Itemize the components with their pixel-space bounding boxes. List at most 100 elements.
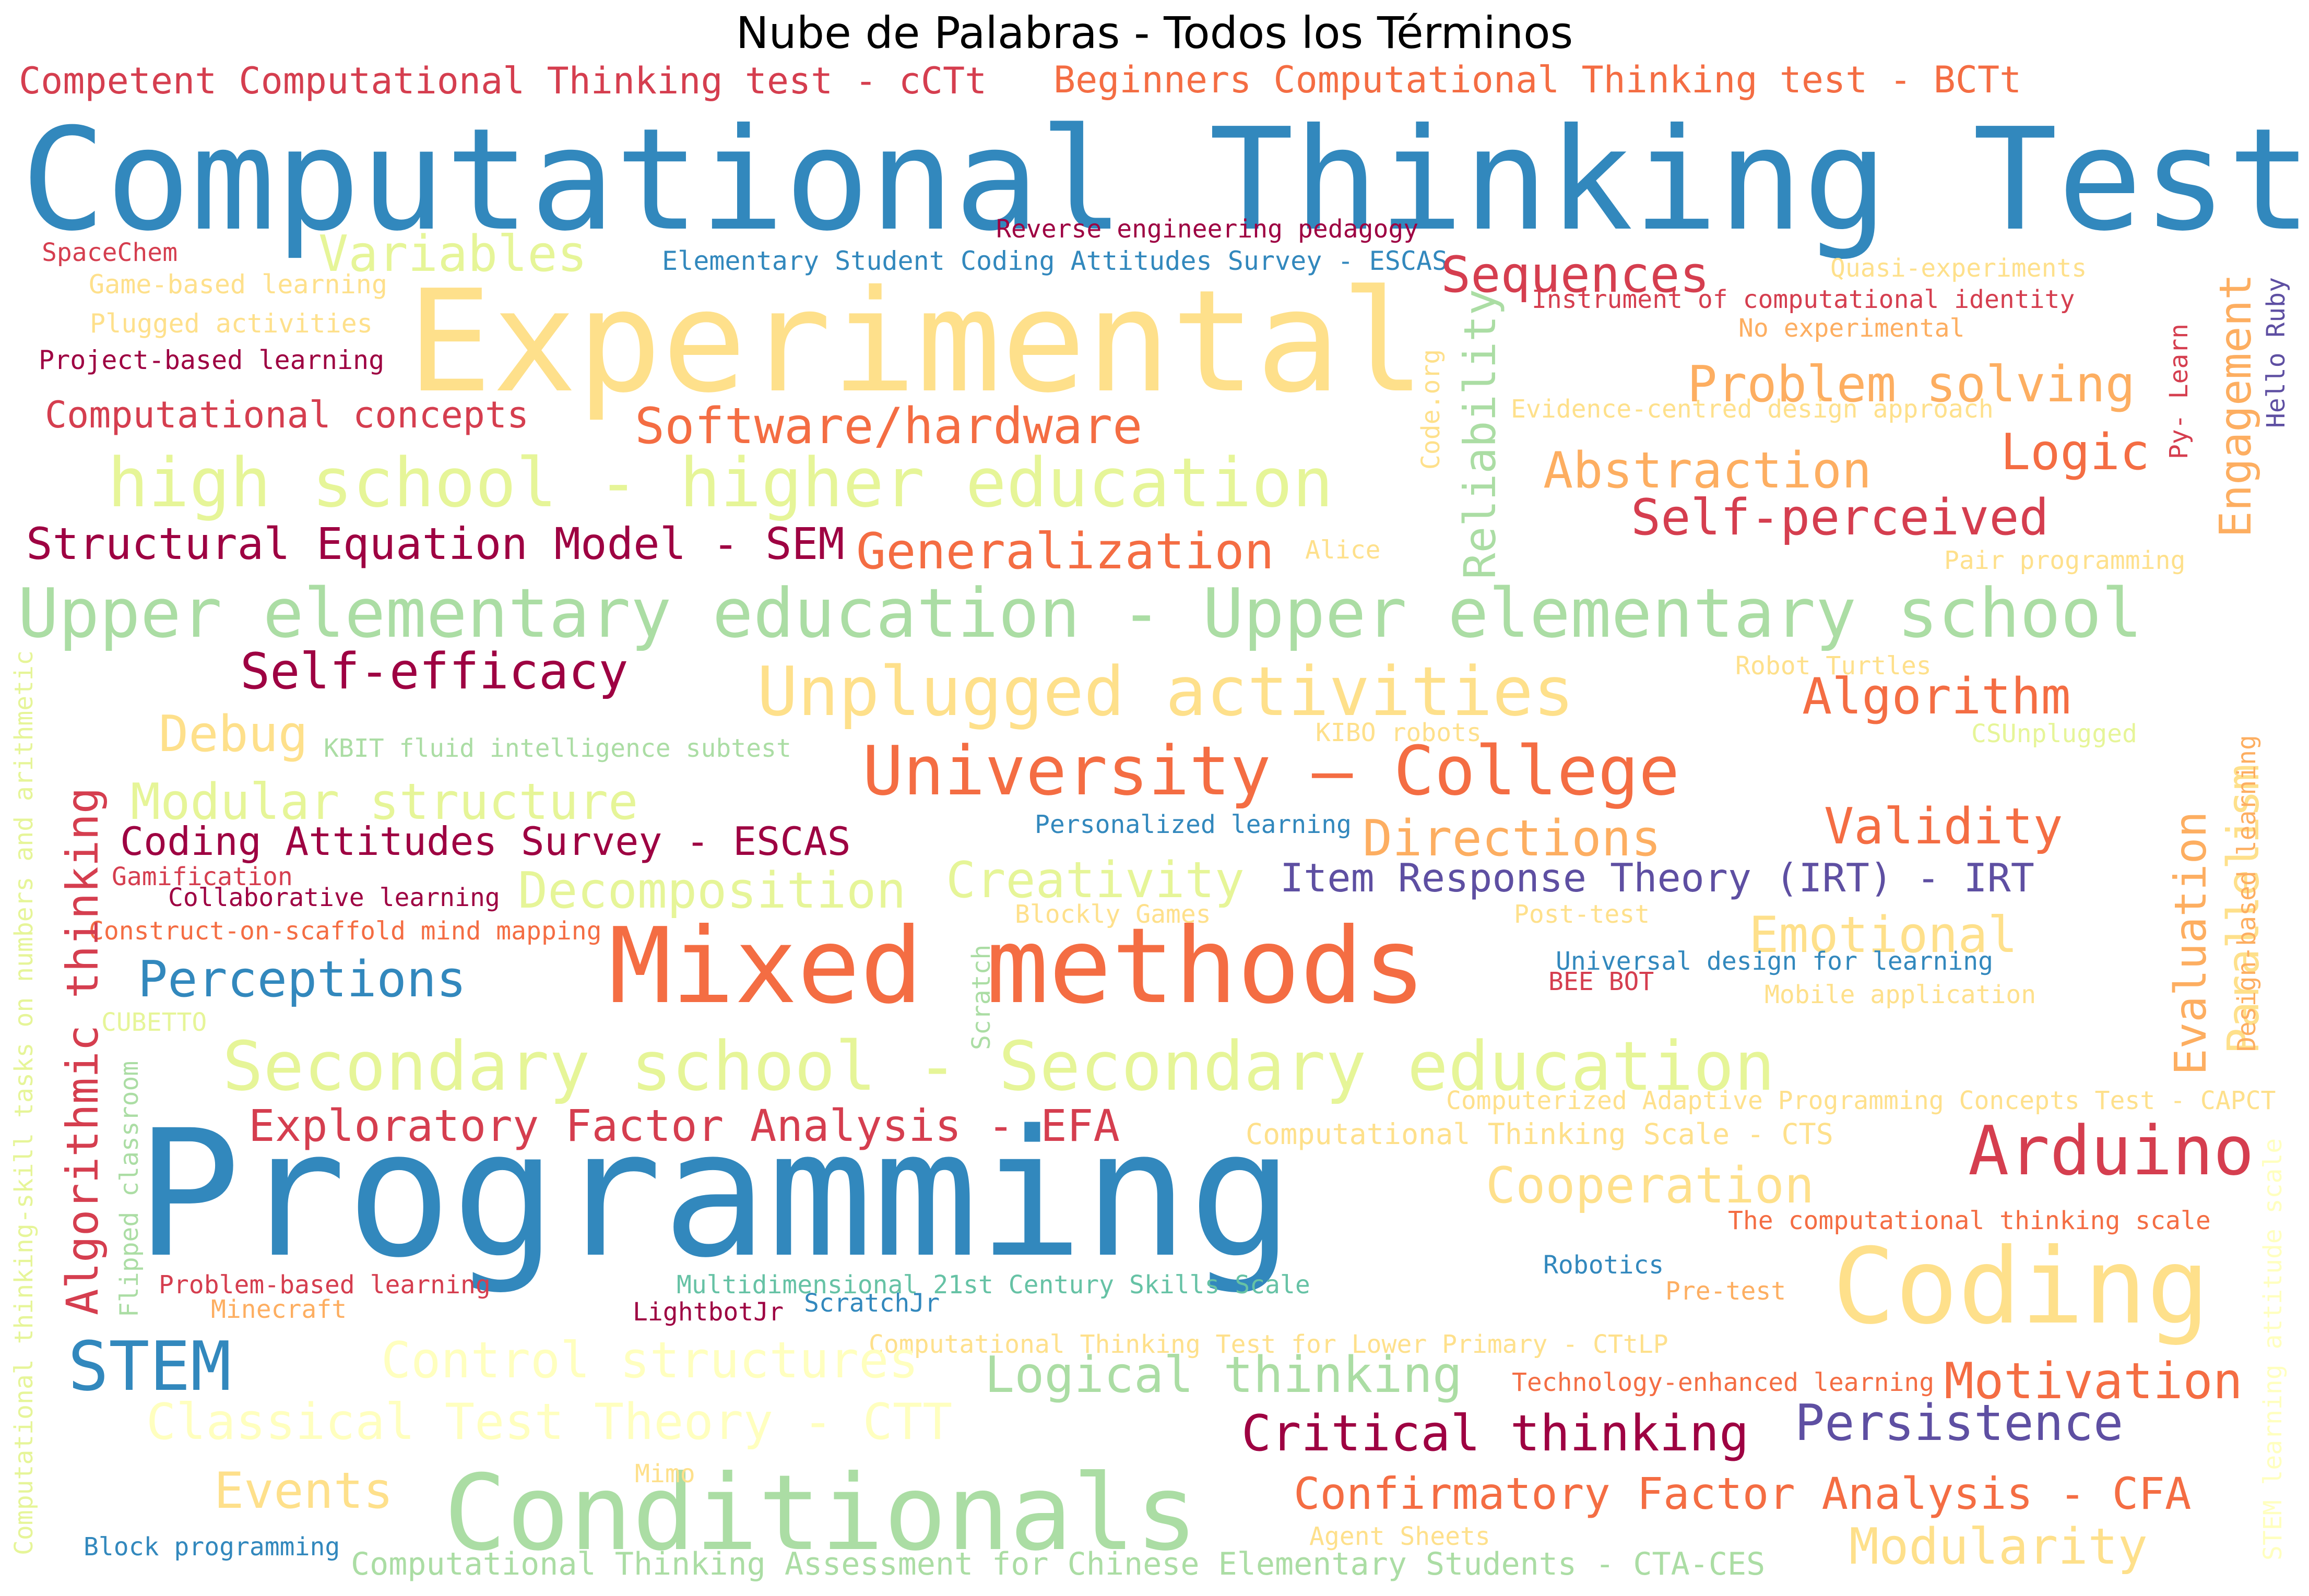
cloud-word: Abstraction: [1543, 442, 1872, 499]
cloud-word: Evidence-centred design approach: [1511, 395, 1994, 424]
cloud-word: SpaceChem: [42, 238, 178, 267]
cloud-word: Reliability: [1454, 289, 1506, 579]
cloud-word: Computerized Adaptive Programming Concep…: [1446, 1086, 2276, 1115]
cloud-word: Persistence: [1795, 1395, 2124, 1452]
cloud-word: Critical thinking: [1241, 1405, 1749, 1462]
cloud-word: Decomposition: [518, 862, 906, 920]
cloud-word: ScratchJr: [804, 1289, 940, 1318]
cloud-word: Algorithmic thinking: [57, 787, 108, 1315]
cloud-word: Robotics: [1543, 1250, 1664, 1280]
cloud-word: CSUnplugged: [1971, 719, 2137, 748]
cloud-word: Beginners Computational Thinking test - …: [1053, 58, 2022, 101]
cloud-word: Computational thinking-skill tasks on nu…: [9, 650, 39, 1555]
cloud-word: Personalized learning: [1035, 810, 1352, 839]
cloud-word: Computational Thinking Scale - CTS: [1246, 1117, 1833, 1151]
cloud-word: Creativity: [946, 852, 1245, 909]
cloud-word: Perceptions: [138, 951, 467, 1008]
cloud-word: Game-based learning: [89, 269, 387, 300]
cloud-word: Blockly Games: [1015, 900, 1211, 929]
cloud-word: Instrument of computational identity: [1532, 285, 2075, 314]
cloud-word: STEM: [68, 1327, 232, 1406]
cloud-word: Minecraft: [211, 1295, 347, 1324]
cloud-word: Unplugged activities: [757, 652, 1574, 731]
cloud-word: Directions: [1363, 810, 1661, 867]
cloud-word: The computational thinking scale: [1728, 1206, 2211, 1235]
cloud-word: Pre-test: [1665, 1277, 1786, 1306]
cloud-word: Computational concepts: [45, 394, 529, 436]
cloud-word: Multidimensional 21st Century Skills Sca…: [677, 1270, 1310, 1300]
cloud-word: Technology-enhanced learning: [1512, 1368, 1935, 1397]
cloud-word: Software/hardware: [635, 398, 1143, 455]
cloud-word: Universal design for learning: [1556, 947, 1994, 976]
cloud-word: No experimental: [1738, 314, 1965, 343]
cloud-word: Emotional: [1749, 907, 2018, 964]
cloud-word: Reverse engineering pedagogy: [996, 215, 1419, 244]
cloud-word: Arduino: [1968, 1111, 2254, 1190]
cloud-word: CUBETTO: [101, 1008, 207, 1037]
cloud-word: Coding: [1832, 1226, 2210, 1348]
cloud-word: Variables: [318, 225, 587, 283]
cloud-word: Logic: [2000, 424, 2150, 481]
cloud-word: Validity: [1824, 798, 2063, 855]
cloud-word: Programming: [136, 1093, 1294, 1296]
cloud-word: University – College: [862, 731, 1680, 811]
cloud-word: Conditionals: [444, 1452, 1198, 1574]
cloud-word: Scratch: [967, 944, 996, 1050]
cloud-word: Logical thinking: [985, 1347, 1463, 1404]
cloud-word: Construct-on-scaffold mind mapping: [89, 916, 602, 946]
cloud-word: Debug: [159, 706, 308, 763]
cloud-word: Computational Thinking Test for Lower Pr…: [869, 1330, 1668, 1359]
cloud-word: Plugged activities: [90, 308, 373, 339]
cloud-word: Gamification: [112, 862, 293, 891]
cloud-word: Alice: [1305, 535, 1381, 565]
cloud-word: Classical Test Theory - CTT: [146, 1393, 953, 1451]
cloud-word: Secondary school - Secondary education: [222, 1027, 1775, 1106]
cloud-word: Events: [214, 1462, 394, 1520]
cloud-word: Problem-based learning: [159, 1270, 491, 1300]
cloud-word: Motivation: [1944, 1353, 2243, 1410]
cloud-word: Mobile application: [1765, 980, 2036, 1009]
cloud-word: Exploratory Factor Analysis - EFA: [248, 1100, 1120, 1151]
cloud-word: Robot Turtles: [1735, 651, 1932, 681]
cloud-word: Post-test: [1514, 900, 1650, 929]
cloud-word: STEM learning attitude scale: [2258, 1138, 2288, 1561]
cloud-word: Structural Equation Model - SEM: [26, 518, 845, 569]
cloud-word: Modular structure: [131, 773, 638, 831]
cloud-word: Elementary Student Coding Attitudes Surv…: [662, 246, 1448, 276]
cloud-word: BEE BOT: [1548, 967, 1654, 996]
cloud-word: Project-based learning: [39, 345, 385, 375]
cloud-word: Confirmatory Factor Analysis - CFA: [1294, 1468, 2192, 1519]
cloud-word: Py- Learn: [2164, 323, 2194, 459]
cloud-word: Coding Attitudes Survey - ESCAS: [120, 818, 851, 864]
cloud-word: Computational Thinking Test: [21, 98, 2309, 262]
cloud-word: KIBO robots: [1316, 718, 1482, 747]
cloud-word: LightbotJr: [633, 1297, 784, 1327]
cloud-word: high school - higher education: [108, 443, 1333, 522]
cloud-word: Experimental: [407, 259, 1426, 424]
cloud-word: Quasi-experiments: [1830, 254, 2087, 283]
cloud-word: Upper elementary education - Upper eleme…: [18, 574, 2142, 653]
cloud-word: Engagement: [2210, 273, 2261, 538]
cloud-word: Block programming: [84, 1532, 340, 1562]
cloud-word: Cooperation: [1486, 1157, 1815, 1214]
cloud-word: Mimo: [635, 1459, 695, 1488]
cloud-word: Self-perceived: [1631, 489, 2049, 546]
cloud-word: KBIT fluid intelligence subtest: [324, 734, 791, 763]
cloud-word: Pair programming: [1944, 546, 2186, 575]
cloud-word: Competent Computational Thinking test - …: [19, 59, 987, 102]
cloud-word: Flipped classroom: [115, 1061, 144, 1317]
cloud-word: Design-based learning: [2232, 735, 2261, 1052]
cloud-word: Self-efficacy: [240, 643, 629, 700]
cloud-word: Algorithm: [1802, 668, 2071, 725]
cloud-word: Code.org: [1416, 349, 1446, 470]
cloud-word: Computational Thinking Assessment for Ch…: [351, 1546, 1766, 1582]
cloud-word: Modularity: [1849, 1518, 2148, 1576]
cloud-word: Problem solving: [1687, 356, 2135, 413]
figure-title: Nube de Palabras - Todos los Términos: [736, 7, 1573, 58]
cloud-word: Agent Sheets: [1309, 1522, 1490, 1551]
cloud-word: Control structures: [381, 1332, 919, 1389]
cloud-word: Generalization: [856, 523, 1274, 580]
cloud-word: Sequences: [1441, 246, 1710, 304]
